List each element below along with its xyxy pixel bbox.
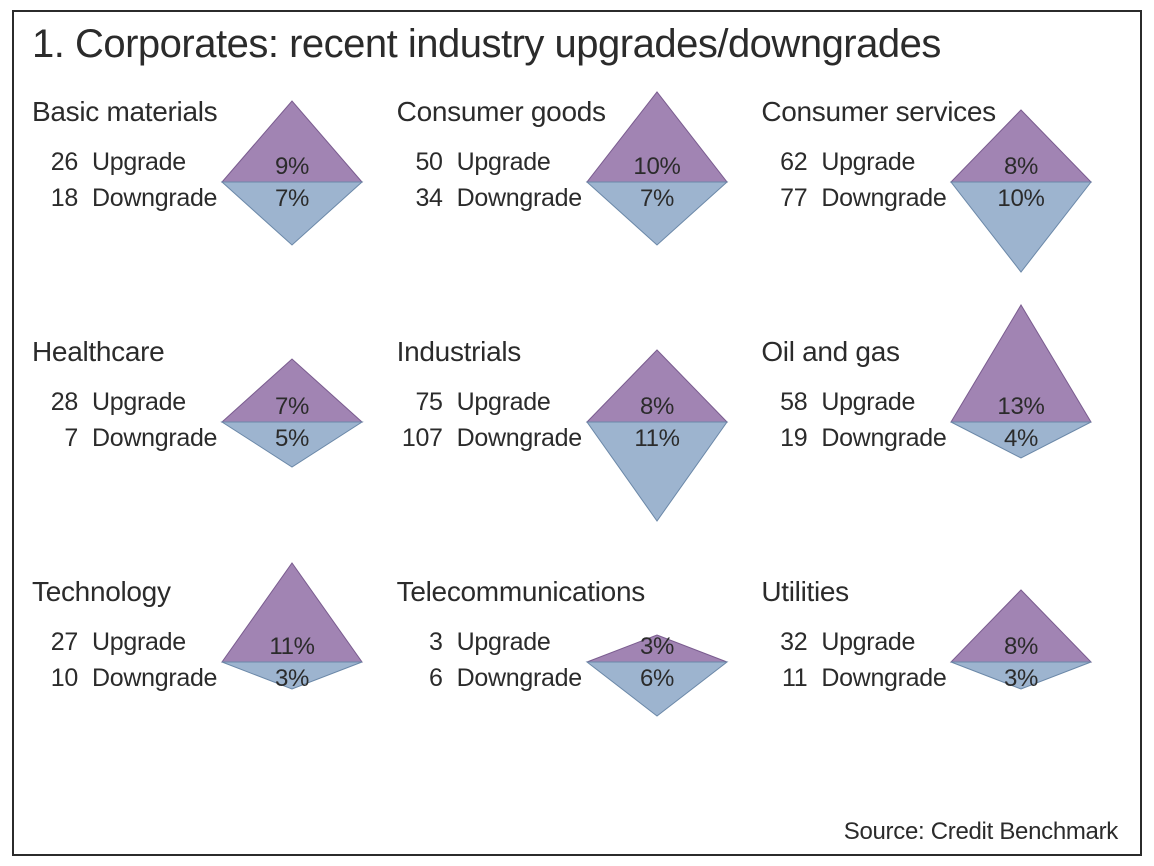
downgrade-count: 19 (761, 420, 807, 456)
upgrade-row: 58Upgrade (761, 384, 1126, 420)
downgrade-label: Downgrade (443, 420, 582, 456)
chart-title: 1. Corporates: recent industry upgrades/… (32, 22, 941, 67)
upgrade-label: Upgrade (78, 624, 186, 660)
downgrade-row: 18Downgrade (32, 180, 397, 216)
downgrade-row: 6Downgrade (397, 660, 762, 696)
sector-name: Oil and gas (761, 336, 1126, 368)
upgrade-row: 32Upgrade (761, 624, 1126, 660)
downgrade-count: 34 (397, 180, 443, 216)
upgrade-count: 62 (761, 144, 807, 180)
upgrade-count: 27 (32, 624, 78, 660)
sector-name: Consumer goods (397, 96, 762, 128)
downgrade-row: 11Downgrade (761, 660, 1126, 696)
sector-name: Utilities (761, 576, 1126, 608)
sector-cell: Industrials75Upgrade107Downgrade8%11% (397, 330, 762, 570)
upgrade-count: 75 (397, 384, 443, 420)
upgrade-row: 26Upgrade (32, 144, 397, 180)
sector-name: Technology (32, 576, 397, 608)
downgrade-count: 77 (761, 180, 807, 216)
upgrade-label: Upgrade (443, 384, 551, 420)
upgrade-count: 32 (761, 624, 807, 660)
sector-name: Healthcare (32, 336, 397, 368)
upgrade-label: Upgrade (807, 384, 915, 420)
sector-name: Industrials (397, 336, 762, 368)
sector-cell: Consumer goods50Upgrade34Downgrade10%7% (397, 90, 762, 330)
downgrade-row: 19Downgrade (761, 420, 1126, 456)
sector-cell: Telecommunications3Upgrade6Downgrade3%6% (397, 570, 762, 810)
downgrade-label: Downgrade (78, 180, 217, 216)
downgrade-label: Downgrade (807, 660, 946, 696)
sector-name: Consumer services (761, 96, 1126, 128)
upgrade-label: Upgrade (78, 144, 186, 180)
upgrade-label: Upgrade (807, 144, 915, 180)
upgrade-row: 27Upgrade (32, 624, 397, 660)
downgrade-label: Downgrade (807, 420, 946, 456)
downgrade-count: 7 (32, 420, 78, 456)
upgrade-label: Upgrade (443, 624, 551, 660)
sector-cell: Healthcare28Upgrade7Downgrade7%5% (32, 330, 397, 570)
chart-frame: 1. Corporates: recent industry upgrades/… (12, 10, 1142, 856)
downgrade-count: 11 (761, 660, 807, 696)
downgrade-label: Downgrade (78, 420, 217, 456)
upgrade-count: 26 (32, 144, 78, 180)
upgrade-row: 3Upgrade (397, 624, 762, 660)
downgrade-row: 107Downgrade (397, 420, 762, 456)
upgrade-count: 3 (397, 624, 443, 660)
downgrade-label: Downgrade (443, 660, 582, 696)
sector-cell: Utilities32Upgrade11Downgrade8%3% (761, 570, 1126, 810)
downgrade-row: 7Downgrade (32, 420, 397, 456)
upgrade-count: 58 (761, 384, 807, 420)
sector-cell: Consumer services62Upgrade77Downgrade8%1… (761, 90, 1126, 330)
downgrade-row: 10Downgrade (32, 660, 397, 696)
upgrade-count: 28 (32, 384, 78, 420)
sector-name: Basic materials (32, 96, 397, 128)
upgrade-row: 62Upgrade (761, 144, 1126, 180)
downgrade-label: Downgrade (807, 180, 946, 216)
downgrade-row: 34Downgrade (397, 180, 762, 216)
upgrade-count: 50 (397, 144, 443, 180)
downgrade-count: 10 (32, 660, 78, 696)
source-text: Source: Credit Benchmark (844, 818, 1118, 846)
downgrade-label: Downgrade (443, 180, 582, 216)
upgrade-row: 28Upgrade (32, 384, 397, 420)
upgrade-label: Upgrade (807, 624, 915, 660)
sector-grid: Basic materials26Upgrade18Downgrade9%7%C… (32, 90, 1126, 810)
downgrade-count: 18 (32, 180, 78, 216)
sector-cell: Technology27Upgrade10Downgrade11%3% (32, 570, 397, 810)
sector-cell: Basic materials26Upgrade18Downgrade9%7% (32, 90, 397, 330)
sector-cell: Oil and gas58Upgrade19Downgrade13%4% (761, 330, 1126, 570)
sector-name: Telecommunications (397, 576, 762, 608)
downgrade-label: Downgrade (78, 660, 217, 696)
upgrade-row: 75Upgrade (397, 384, 762, 420)
downgrade-count: 6 (397, 660, 443, 696)
downgrade-row: 77Downgrade (761, 180, 1126, 216)
upgrade-row: 50Upgrade (397, 144, 762, 180)
downgrade-count: 107 (397, 420, 443, 456)
upgrade-label: Upgrade (443, 144, 551, 180)
upgrade-label: Upgrade (78, 384, 186, 420)
